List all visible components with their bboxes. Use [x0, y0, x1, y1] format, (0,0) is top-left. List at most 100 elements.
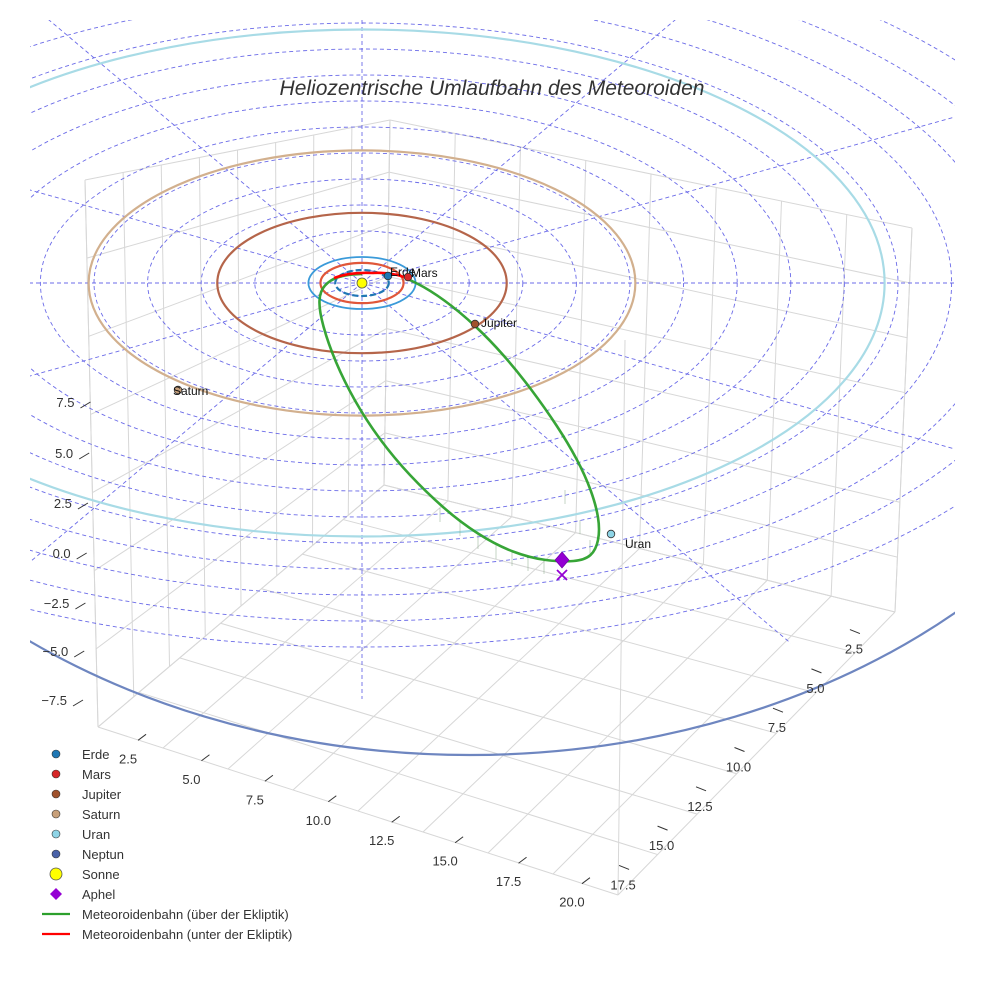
z-tick-mark [76, 552, 87, 560]
x-tick-label: 12.5 [369, 833, 394, 848]
y-tick-label: 2.5 [845, 642, 863, 657]
wall-gridline [575, 160, 587, 533]
wall-gridline [383, 119, 391, 486]
orbit-saturn [87, 149, 637, 417]
wall-gridline [97, 484, 385, 728]
legend-symbol [51, 769, 61, 779]
ecliptic-circle [200, 204, 524, 362]
legend-symbol [51, 849, 61, 859]
z-tick-mark [75, 602, 86, 610]
legend-mars: Mars [51, 767, 111, 782]
legend-symbol [51, 789, 61, 799]
ecliptic-grid [30, 20, 955, 699]
meteoroid-orbit [318, 271, 601, 574]
x-tick-label: 10.0 [306, 813, 331, 828]
legend-label: Uran [82, 827, 110, 842]
box-edge [617, 339, 626, 896]
x-tick-mark [391, 815, 401, 823]
x-tick-mark [201, 754, 210, 762]
y-tick-mark [811, 668, 822, 674]
legend-orbit-above: Meteoroidenbahn (über der Ekliptik) [42, 907, 289, 922]
wall-gridline [639, 173, 652, 549]
wall-gridline [312, 134, 315, 546]
wall-gridline [347, 127, 353, 516]
z-tick-label: −7.5 [41, 693, 67, 708]
floor-gridline [97, 726, 619, 896]
floor-gridline [138, 691, 658, 856]
aphel-projection-marker [556, 569, 568, 581]
planet-marker-erde [383, 271, 393, 281]
planet-label-jupiter: Jupiter [481, 316, 517, 330]
aphel-marker [554, 551, 570, 569]
wall-gridline [447, 133, 456, 501]
ecliptic-radial-line [30, 282, 363, 563]
ecliptic-radial-line [30, 282, 363, 377]
y-tick-mark [772, 707, 784, 713]
x-tick-mark [327, 795, 337, 803]
legend-label: Sonne [82, 867, 120, 882]
z-tick-label: −2.5 [44, 596, 70, 611]
planet-marker-uran [606, 529, 616, 539]
ecliptic-circle [30, 48, 845, 518]
z-tick-label: 7.5 [56, 395, 74, 410]
wall-gridline [86, 171, 390, 259]
legend-label: Saturn [82, 807, 120, 822]
orbit-jupiter [216, 211, 508, 355]
legend-aphel: Aphel [50, 887, 115, 902]
z-tick-label: 0.0 [53, 546, 71, 561]
x-tick-mark [518, 856, 527, 864]
planet-marker-mars [403, 272, 413, 282]
legend-orbit-below: Meteoroidenbahn (unter der Ekliptik) [42, 927, 292, 942]
wall-gridline [384, 432, 898, 558]
axes: 7.5 5.0 2.5 0.0 −2.5 −5.0 −7.5 2.5 5.0 7.5 10.0 12.… [41, 395, 863, 910]
legend-uran: Uran [51, 827, 110, 842]
legend-symbol [49, 867, 63, 881]
ecliptic-circle [147, 178, 577, 388]
y-tick-mark [618, 864, 630, 870]
wall-gridline [766, 200, 782, 581]
legend-label: Neptun [82, 847, 124, 862]
wall-gridline [702, 187, 717, 565]
legend: Erde Mars Jupiter Saturn Uran Neptun Sonne Aphe… [42, 747, 292, 942]
wall-gridline [385, 380, 900, 503]
wall-gridline [389, 119, 913, 229]
floor-gridline [162, 500, 449, 749]
x-tick-label: 7.5 [246, 792, 264, 807]
z-tick-label: −5.0 [43, 644, 69, 659]
planet-marker-jupiter [470, 319, 480, 329]
floor-gridline [357, 548, 640, 812]
sun-marker [356, 277, 368, 289]
floor-gridline [487, 579, 768, 854]
planet-label-saturn: Saturn [173, 384, 208, 398]
ecliptic-radial-line [30, 189, 363, 284]
wall-gridline [160, 164, 170, 667]
floor-gridline [179, 657, 698, 815]
planet-marker-saturn [173, 385, 183, 395]
y-tick-mark [695, 786, 707, 792]
orbit-neptun [30, 611, 955, 756]
wall-gridline [198, 157, 206, 637]
floor-gridline [261, 588, 777, 734]
wall-gridline [95, 432, 386, 650]
wall-gridline [511, 146, 521, 517]
wall-gridline [94, 380, 386, 572]
legend-saturn: Saturn [51, 807, 120, 822]
wall-gridline [388, 223, 908, 339]
floor-gridline [220, 622, 737, 775]
ecliptic-circle [30, 100, 738, 466]
wall-gridline [88, 223, 389, 337]
y-tick-mark [849, 629, 861, 635]
planet-label-uran: Uran [625, 537, 651, 551]
meteoroid-orbit-below [333, 271, 405, 280]
orbit-mars [319, 261, 405, 305]
floor-gridline [617, 611, 896, 896]
legend-label: Jupiter [82, 787, 122, 802]
z-tick-mark [77, 502, 89, 510]
x-tick-label: 5.0 [182, 772, 200, 787]
x-tick-mark [137, 733, 147, 741]
wall-gridline [237, 149, 242, 607]
legend-label: Aphel [82, 887, 115, 902]
wall-gridline [84, 179, 99, 728]
